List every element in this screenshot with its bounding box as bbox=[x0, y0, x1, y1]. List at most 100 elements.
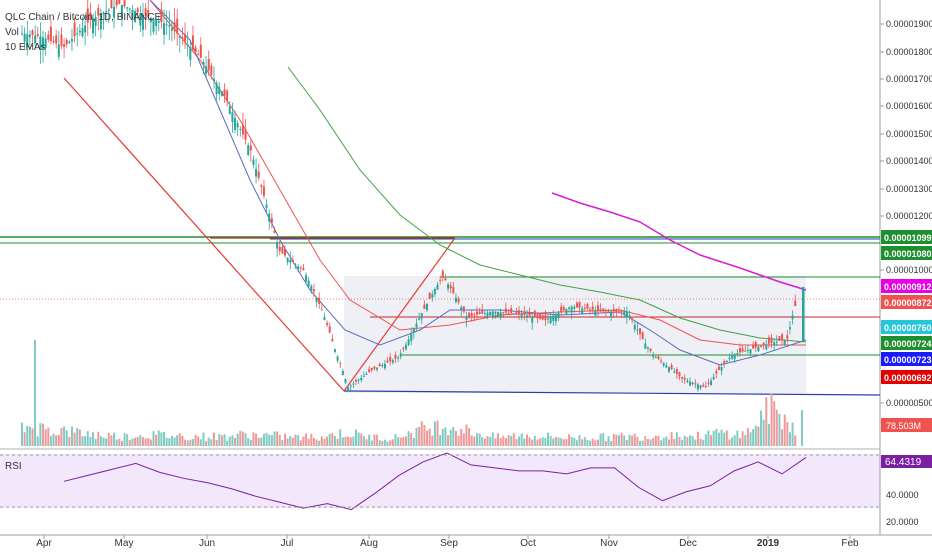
volume-bar bbox=[160, 432, 163, 446]
volume-bar bbox=[465, 424, 468, 446]
candle-body bbox=[381, 365, 384, 366]
volume-bar bbox=[523, 438, 526, 446]
volume-bar bbox=[552, 438, 555, 446]
volume-bar bbox=[754, 425, 757, 446]
chart-legend: QLC Chain / Bitcoin, 1D, BINANCE Vol 10 … bbox=[5, 10, 161, 55]
volume-bar bbox=[610, 440, 613, 446]
volume-bar bbox=[31, 428, 34, 446]
volume-bar bbox=[573, 437, 576, 446]
candle-body bbox=[723, 360, 726, 364]
volume-bar bbox=[389, 440, 392, 446]
candle-body bbox=[36, 34, 39, 36]
volume-bar bbox=[699, 438, 702, 446]
candle-body bbox=[226, 90, 229, 101]
candle-body bbox=[286, 257, 289, 263]
volume-bar bbox=[662, 437, 665, 446]
candle-body bbox=[646, 347, 649, 349]
candle-body bbox=[657, 356, 660, 360]
volume-bar bbox=[134, 437, 137, 446]
candle-body bbox=[547, 318, 549, 320]
volume-bar bbox=[762, 419, 765, 446]
volume-bar bbox=[281, 439, 284, 446]
volume-bar bbox=[99, 436, 102, 446]
volume-bar bbox=[57, 434, 60, 446]
volume-bar bbox=[284, 433, 286, 446]
candle-body bbox=[633, 324, 636, 330]
volume-bar bbox=[733, 435, 736, 446]
volume-bar bbox=[176, 435, 179, 446]
candle-body bbox=[610, 311, 613, 317]
candle-body bbox=[460, 307, 463, 311]
candle-body bbox=[78, 30, 81, 33]
candle-body bbox=[441, 270, 444, 277]
candle-body bbox=[573, 306, 576, 309]
candle-body bbox=[639, 328, 642, 335]
candle-body bbox=[462, 306, 465, 312]
candle-body bbox=[704, 386, 707, 388]
candle-body bbox=[770, 337, 773, 343]
candle-body bbox=[767, 337, 770, 344]
candle-body bbox=[533, 311, 536, 318]
candle-body bbox=[357, 379, 360, 381]
indicator-ema-label: 10 EMAs bbox=[5, 42, 46, 53]
price-tick-label: 0.00001000 bbox=[886, 265, 932, 275]
candle-body bbox=[604, 310, 607, 312]
candle-body bbox=[281, 246, 284, 254]
volume-bar bbox=[265, 432, 268, 446]
candle-body bbox=[696, 384, 699, 390]
volume-bar bbox=[178, 433, 181, 446]
volume-bar bbox=[431, 435, 434, 446]
candle-body bbox=[73, 22, 76, 37]
price-badge bbox=[881, 279, 932, 293]
volume-bar bbox=[39, 423, 42, 446]
volume-bar bbox=[778, 413, 781, 446]
volume-bar bbox=[126, 434, 129, 446]
volume-bar bbox=[507, 434, 510, 446]
volume-bar bbox=[636, 436, 639, 446]
candle-body bbox=[99, 14, 102, 30]
volume-bar bbox=[489, 437, 492, 446]
candle-body bbox=[541, 315, 544, 320]
candle-body bbox=[186, 44, 189, 46]
candle-body bbox=[473, 314, 476, 316]
volume-bar bbox=[349, 437, 352, 446]
candle-body bbox=[341, 370, 344, 376]
candle-body bbox=[481, 310, 484, 314]
candle-body bbox=[397, 357, 400, 359]
candle-body bbox=[68, 41, 71, 44]
volume-bar bbox=[199, 439, 202, 446]
volume-bar bbox=[596, 439, 599, 446]
candle-body bbox=[686, 380, 689, 383]
volume-bar bbox=[418, 426, 421, 446]
candle-body bbox=[84, 25, 87, 33]
candle-body bbox=[720, 367, 723, 371]
candle-body bbox=[168, 25, 171, 27]
price-badge bbox=[881, 246, 932, 260]
volume-bar bbox=[360, 433, 363, 446]
candle-body bbox=[89, 12, 92, 20]
candle-body bbox=[715, 371, 718, 374]
volume-bar bbox=[381, 441, 384, 446]
candle-body bbox=[370, 367, 373, 370]
volume-bar bbox=[607, 436, 610, 446]
candle-body bbox=[118, 0, 121, 4]
candle-body bbox=[738, 348, 741, 353]
candle-body bbox=[278, 246, 281, 252]
volume-bar bbox=[618, 435, 621, 446]
candle-body bbox=[389, 356, 392, 362]
candle-body bbox=[289, 259, 292, 263]
volume-bar bbox=[326, 436, 329, 446]
candle-body bbox=[775, 341, 778, 343]
candle-body bbox=[273, 230, 276, 233]
candle-body bbox=[249, 145, 252, 151]
candle-body bbox=[615, 309, 618, 312]
candle-body bbox=[107, 9, 110, 11]
volume-bar bbox=[510, 436, 513, 446]
volume-bar bbox=[123, 433, 126, 446]
candle-body bbox=[212, 78, 215, 82]
candle-body bbox=[160, 9, 163, 23]
volume-bar bbox=[615, 434, 618, 446]
volume-bar bbox=[428, 428, 431, 446]
